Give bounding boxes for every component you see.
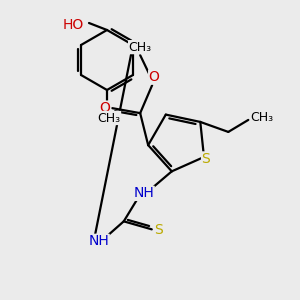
Text: S: S (154, 223, 163, 237)
Text: O: O (149, 70, 160, 84)
Text: CH₃: CH₃ (129, 40, 152, 54)
Text: CH₃: CH₃ (98, 112, 121, 124)
Text: CH₃: CH₃ (251, 111, 274, 124)
Text: HO: HO (62, 18, 84, 32)
Text: O: O (100, 101, 111, 115)
Text: NH: NH (88, 234, 109, 248)
Text: S: S (202, 152, 210, 166)
Text: NH: NH (134, 186, 154, 200)
